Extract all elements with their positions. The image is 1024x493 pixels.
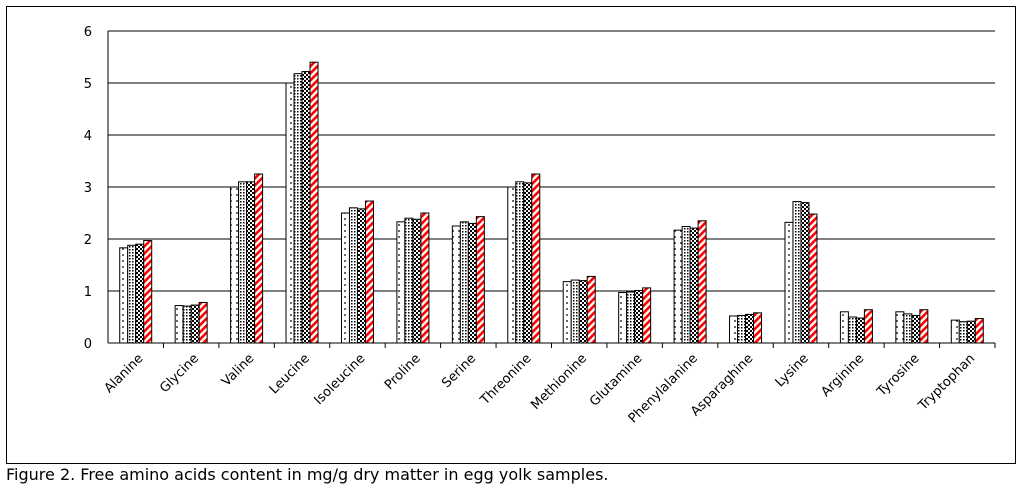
bar-alanine-2 — [127, 244, 137, 344]
bar-phenylalanine-4 — [697, 220, 707, 344]
bar-methionine-2 — [570, 279, 580, 344]
bar-valine-2 — [238, 181, 248, 344]
bar-tryptophan-1 — [950, 319, 960, 344]
y-tick-label: 4 — [84, 129, 92, 144]
bar-tyrosine-2 — [903, 313, 913, 344]
bar-isoleucine-4 — [364, 200, 374, 344]
x-tick-label: Proline — [382, 351, 424, 393]
x-tick-label: Methionine — [528, 351, 590, 413]
bar-glutamine-3 — [634, 289, 644, 344]
bar-glycine-4 — [198, 301, 208, 344]
bar-asparaghine-4 — [753, 312, 763, 344]
bar-asparaghine-2 — [737, 314, 747, 344]
bar-lysine-4 — [808, 213, 818, 344]
bar-leucine-4 — [309, 61, 319, 344]
bar-glycine-1 — [174, 305, 184, 344]
bar-methionine-4 — [586, 275, 596, 344]
x-tick-label: Isoleucine — [311, 351, 368, 408]
bar-phenylalanine-1 — [673, 229, 683, 344]
y-tick-label: 1 — [84, 285, 92, 300]
bar-alanine-1 — [119, 247, 129, 344]
bar-threonine-2 — [515, 181, 525, 344]
bar-lysine-2 — [792, 201, 802, 344]
y-tick-label: 0 — [84, 337, 92, 352]
bar-valine-4 — [254, 173, 264, 344]
x-tick-label: Arginine — [818, 351, 867, 400]
y-tick-label: 2 — [84, 233, 92, 248]
bar-glutamine-4 — [642, 287, 652, 344]
y-tick-label: 6 — [84, 25, 92, 40]
bar-tryptophan-4 — [974, 318, 984, 344]
bar-arginine-4 — [863, 309, 873, 344]
bar-proline-1 — [396, 221, 406, 344]
bar-serine-3 — [467, 222, 477, 344]
bar-asparaghine-1 — [729, 315, 739, 344]
bar-arginine-2 — [847, 316, 857, 344]
bar-isoleucine-1 — [340, 212, 350, 344]
y-tick-label: 5 — [84, 77, 92, 92]
bar-tyrosine-4 — [919, 309, 929, 344]
bar-glycine-2 — [182, 305, 192, 344]
bar-tyrosine-1 — [895, 311, 905, 344]
x-tick-label: Tryptophan — [915, 351, 978, 414]
bar-leucine-2 — [293, 73, 303, 344]
bar-proline-4 — [420, 212, 430, 344]
bar-glutamine-2 — [626, 291, 636, 344]
bar-threonine-3 — [523, 182, 533, 344]
bar-lysine-3 — [800, 202, 810, 344]
bar-glutamine-1 — [618, 292, 628, 344]
bar-valine-3 — [246, 181, 256, 344]
bar-tyrosine-3 — [911, 314, 921, 344]
bar-phenylalanine-3 — [689, 227, 699, 344]
bar-methionine-3 — [578, 280, 588, 344]
bar-chart: 0 1 2 3 4 5 6 Alanine Glycine Valine LeucineIsoleu… — [84, 25, 996, 426]
bar-glycine-3 — [190, 304, 200, 344]
bar-leucine-1 — [285, 82, 295, 344]
bar-alanine-3 — [135, 243, 145, 344]
x-tick-label: Lysine — [773, 351, 812, 390]
bar-proline-2 — [404, 217, 414, 344]
x-tick-label: Glutamine — [587, 351, 645, 409]
bar-tryptophan-3 — [966, 320, 976, 344]
x-tick-label: Tyrosine — [874, 351, 923, 400]
bar-proline-3 — [412, 218, 422, 344]
x-tick-label: Threonine — [477, 351, 534, 408]
x-tick-label: Serine — [439, 351, 479, 391]
x-tick-label: Leucine — [267, 351, 313, 397]
bar-leucine-3 — [301, 71, 311, 344]
x-tick-label: Alanine — [102, 351, 147, 396]
bar-arginine-1 — [839, 311, 849, 344]
x-tick-label: Valine — [219, 351, 257, 389]
bar-lysine-1 — [784, 221, 794, 344]
x-tick-label: Glycine — [157, 351, 202, 396]
bar-valine-1 — [230, 186, 240, 344]
bar-isoleucine-3 — [356, 208, 366, 344]
bar-tryptophan-2 — [958, 321, 968, 344]
bar-serine-1 — [451, 225, 461, 344]
bar-methionine-1 — [562, 281, 572, 344]
bar-threonine-4 — [531, 173, 541, 344]
bar-serine-2 — [459, 221, 469, 344]
bar-alanine-4 — [143, 240, 153, 344]
bar-arginine-3 — [855, 317, 865, 344]
bar-threonine-1 — [507, 186, 517, 344]
figure-caption: Figure 2. Free amino acids content in mg… — [6, 465, 609, 484]
bar-isoleucine-2 — [348, 207, 358, 344]
y-tick-label: 3 — [84, 181, 92, 196]
bars — [119, 61, 984, 344]
bar-asparaghine-3 — [745, 313, 755, 344]
bar-serine-4 — [475, 216, 485, 344]
bar-phenylalanine-2 — [681, 226, 691, 344]
